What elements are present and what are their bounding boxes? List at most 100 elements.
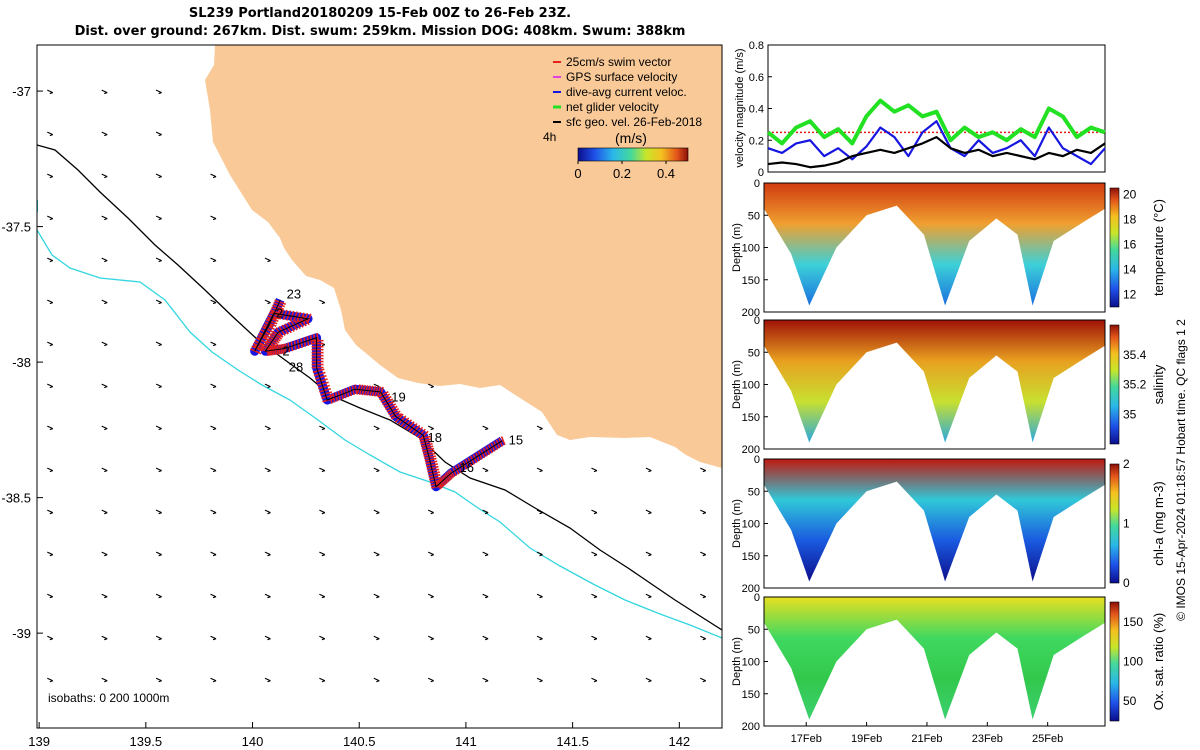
day-label: 15: [509, 433, 523, 448]
isobath-1000: [37, 229, 722, 639]
sfc-vector-arrow: [264, 677, 271, 683]
sfc-vector-arrow: [47, 467, 54, 473]
sfc-vector-arrow: [373, 593, 380, 599]
swim-vector: [269, 311, 281, 318]
sfc-vector-arrow: [47, 509, 54, 515]
map-xtick-label: 141.5: [556, 734, 589, 749]
swim-vector: [249, 348, 262, 355]
colorbar-tick-label: 20: [1123, 187, 1137, 201]
swim-vector: [480, 449, 486, 459]
sfc-vector-arrow: [536, 635, 543, 641]
sfc-vector-arrow: [155, 593, 162, 599]
sfc-vector-arrow: [427, 593, 434, 599]
swim-vector: [264, 321, 277, 327]
sfc-vector-arrow: [101, 509, 108, 515]
sfc-vector-arrow: [536, 425, 543, 431]
swim-vector: [386, 405, 398, 413]
sfc-vector-arrow: [155, 131, 162, 137]
sfc-vector-arrow: [264, 467, 271, 473]
swim-vector: [431, 484, 444, 489]
map-colorbar-ticks: 0 0.2 0.4: [574, 161, 675, 181]
sfc-vector-arrow: [373, 635, 380, 641]
swim-vector: [378, 393, 391, 401]
swim-vector: [400, 417, 410, 427]
sfc-vector-arrow: [101, 89, 108, 95]
depth-tick-label: 100: [742, 380, 760, 392]
sfc-vector-arrow: [591, 677, 598, 683]
sfc-vector-arrow: [319, 467, 326, 473]
sfc-vector-arrow: [210, 341, 217, 347]
swim-vector: [472, 454, 478, 464]
sfc-vector-arrow: [101, 425, 108, 431]
swim-vector: [423, 452, 436, 457]
date-tick-label: 25Feb: [1032, 733, 1063, 745]
colorbar-unit: (m/s): [615, 130, 647, 146]
day-label: 23: [287, 286, 301, 301]
swim-vector: [429, 479, 442, 484]
swim-vector: [428, 474, 441, 478]
date-tick-label: 23Feb: [972, 733, 1003, 745]
heatmap-field: [764, 183, 1105, 306]
sfc-vector-arrow: [536, 593, 543, 599]
figure-title-line1: SL239 Portland20180209 15-Feb 00Z to 26-…: [188, 6, 572, 21]
sfc-vector-arrow: [645, 467, 652, 473]
sfc-vector-arrow: [101, 467, 108, 473]
depth-tick-label: 0: [754, 454, 760, 466]
sfc-vector-arrow: [155, 425, 162, 431]
swim-vector: [487, 444, 493, 454]
swim-vector: [454, 465, 460, 475]
legend-label-gps: GPS surface velocity: [566, 70, 677, 84]
day-label: 28: [289, 360, 303, 375]
swim-vector: [390, 412, 403, 420]
panel-colorbar: [1109, 187, 1120, 308]
velocity-series-dive: [767, 120, 1106, 166]
swim-vector: [316, 381, 329, 387]
panel-colorbar: [1109, 324, 1120, 445]
swim-vector: [439, 477, 447, 486]
sfc-vector-arrow: [645, 593, 652, 599]
swim-vector: [427, 471, 440, 476]
swim-vector: [462, 460, 468, 470]
swim-vector: [403, 419, 413, 429]
sfc-vector-arrow: [210, 551, 217, 557]
depth-tick-label: 200: [742, 721, 760, 733]
sfc-vector-arrow: [591, 593, 598, 599]
sfc-vector-arrow: [101, 131, 108, 137]
day-label: 2: [282, 343, 289, 358]
legend-label-net: net glider velocity: [566, 100, 659, 114]
map-ytick-label: -37.5: [1, 220, 31, 235]
sfc-vector-arrow: [264, 635, 271, 641]
swim-vector: [442, 474, 450, 483]
sfc-vector-arrow: [319, 425, 326, 431]
sfc-vector-arrow: [47, 257, 54, 263]
colorbar-tick-label: 12: [1123, 287, 1137, 301]
credit-text: © IMOS 15-Apr-2024 01:18:57 Hobart time.…: [1174, 319, 1188, 621]
sfc-vector-arrow: [47, 383, 54, 389]
vel-ytick-label: 0: [758, 167, 764, 179]
depth-tick-label: 150: [742, 551, 760, 563]
date-tick-label: 21Feb: [911, 733, 942, 745]
colorbar-label: Ox. sat. ratio (%): [1151, 613, 1166, 711]
swim-vector: [254, 339, 266, 347]
sfc-vector-arrow: [210, 173, 217, 179]
sfc-vector-arrow: [645, 635, 652, 641]
sfc-vector-arrow: [591, 635, 598, 641]
sfc-vector-arrow: [591, 551, 598, 557]
swim-vector: [424, 457, 437, 462]
swim-vector: [379, 386, 384, 398]
swim-vector: [500, 436, 506, 446]
swim-vector: [267, 338, 279, 346]
sfc-vector-arrow: [101, 257, 108, 263]
swim-vector: [420, 442, 433, 448]
sfc-vector-arrow: [482, 593, 489, 599]
swim-vector: [319, 387, 331, 393]
sfc-vector-arrow: [210, 467, 217, 473]
swim-vector: [414, 426, 424, 437]
swim-vector: [258, 331, 271, 339]
depth-tick-label: 0: [754, 315, 760, 327]
vel-ytick-label: 0.2: [749, 135, 764, 147]
velocity-axis: 0 0.2 0.4 0.6 0.8: [749, 40, 772, 179]
swim-vector: [429, 476, 442, 481]
sfc-vector-arrow: [427, 383, 434, 389]
